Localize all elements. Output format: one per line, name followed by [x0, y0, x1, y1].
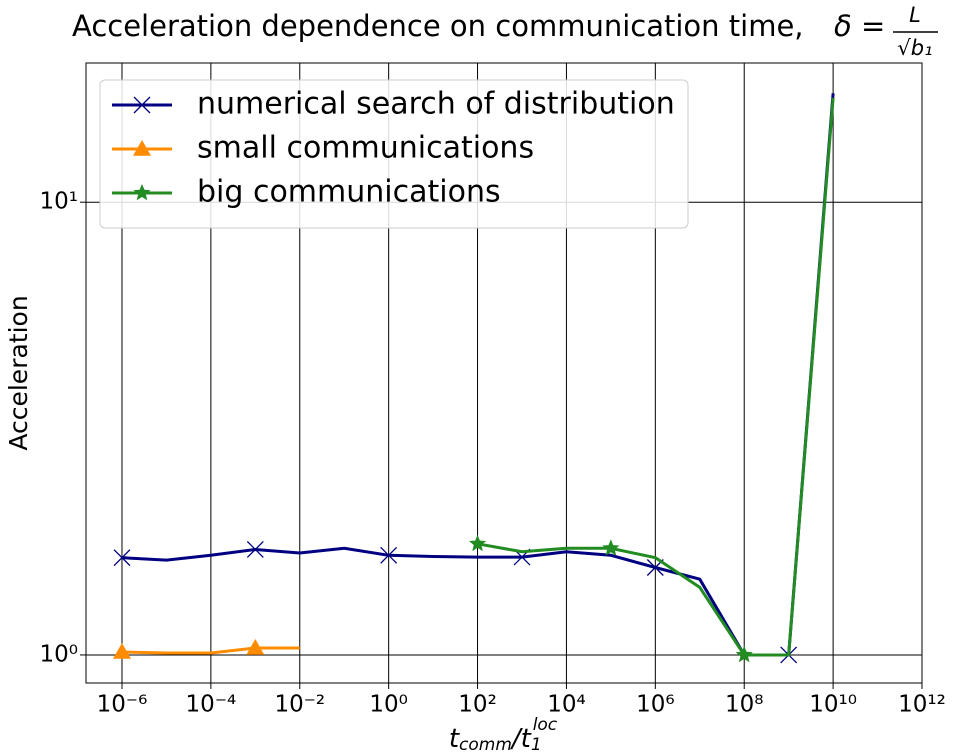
- series-marker: [469, 534, 487, 552]
- legend-marker: [133, 140, 151, 156]
- title-math-numerator: L: [909, 3, 921, 27]
- legend-marker: [133, 184, 151, 201]
- x-tick-label: 10⁴: [547, 692, 586, 718]
- y-tick-label: 10¹: [40, 189, 79, 215]
- series-line: [121, 93, 835, 657]
- series-line: [477, 97, 835, 657]
- series-marker: [246, 540, 264, 558]
- series-marker: [112, 643, 131, 659]
- chart-title: Acceleration dependence on communication…: [72, 9, 804, 43]
- x-axis-label: tcomm/t1loc: [449, 715, 558, 754]
- x-tick-label: 10⁻⁴: [186, 692, 237, 718]
- x-label-part: /t: [510, 724, 532, 754]
- legend-label: big communications: [197, 175, 501, 210]
- title-math-denominator: √b₁: [897, 36, 932, 60]
- legend-label: small communications: [197, 131, 534, 166]
- series-marker: [113, 549, 131, 567]
- legend-label: numerical search of distribution: [197, 87, 675, 122]
- x-tick-label: 10¹⁰: [809, 692, 857, 718]
- y-tick-label: 10⁰: [40, 641, 79, 667]
- legend-box: [99, 79, 689, 229]
- x-label-part: 1: [531, 735, 542, 754]
- x-tick-label: 10⁶: [636, 692, 675, 718]
- x-tick-label: 10⁸: [725, 692, 764, 718]
- series-marker: [246, 638, 265, 655]
- legend-marker: [133, 96, 151, 114]
- plot-frame: [85, 62, 923, 684]
- x-tick-label: 10⁰: [369, 692, 408, 718]
- series-marker: [735, 645, 753, 663]
- series-marker: [602, 539, 620, 556]
- series-marker: [380, 546, 398, 564]
- title-math-lhs: δ =: [834, 9, 885, 43]
- x-label-part: loc: [533, 715, 558, 735]
- x-label-part: t: [449, 724, 460, 754]
- x-tick-label: 10⁻²: [274, 692, 325, 718]
- x-tick-label: 10²: [458, 692, 497, 718]
- x-label-part: comm: [459, 735, 512, 754]
- x-tick-label: 10¹²: [898, 692, 946, 718]
- x-tick-label: 10⁻⁶: [97, 692, 148, 718]
- series-line: [121, 646, 300, 655]
- y-axis-label: Acceleration: [4, 295, 33, 450]
